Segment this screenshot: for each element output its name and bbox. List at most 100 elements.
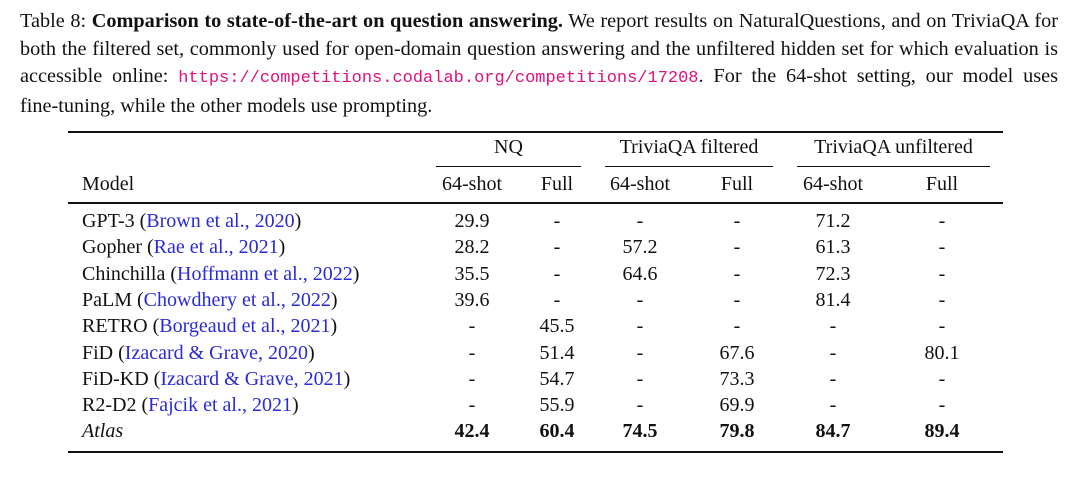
model-name: PaLM (82, 288, 132, 311)
group-underline (605, 166, 773, 167)
table-cell: - (829, 315, 837, 338)
citation-link[interactable]: Fajcik et al., 2021 (148, 394, 292, 417)
table-cell: - (468, 315, 476, 338)
table-cell: - (938, 288, 946, 311)
table-cell: 64.6 (622, 262, 658, 285)
table-cell: - (938, 394, 946, 417)
table-row-model: RETRO (Borgeaud et al., 2021) (82, 315, 338, 338)
table-row-model: PaLM (Chowdhery et al., 2022) (82, 288, 338, 311)
caption-title: Comparison to state-of-the-art on questi… (91, 10, 563, 32)
table-cell: - (733, 262, 741, 285)
table-cell: - (636, 394, 644, 417)
table-cell: 28.2 (454, 236, 490, 259)
table-caption: Table 8: Comparison to state-of-the-art … (20, 8, 1058, 120)
table-row-model: Chinchilla (Hoffmann et al., 2022) (82, 262, 360, 285)
table-cell: - (636, 315, 644, 338)
model-name: GPT-3 (82, 210, 135, 232)
table-cell: - (553, 262, 561, 285)
table-cell: - (733, 210, 741, 232)
table-cell: - (468, 341, 476, 364)
table-cell: - (553, 210, 561, 232)
column-header: Full (540, 173, 574, 195)
caption-url-link[interactable]: https://competitions.codalab.org/competi… (178, 69, 699, 88)
model-header: Model (82, 173, 135, 195)
table-cell: 42.4 (454, 420, 490, 443)
table-cell: 84.7 (815, 420, 851, 443)
column-header: 64-shot (610, 173, 670, 195)
caption-text-end: . For the 64-shot setting, our model use… (20, 65, 1059, 117)
table-row-model: Atlas (82, 420, 123, 443)
citation-link[interactable]: Brown et al., 2020 (146, 210, 295, 232)
group-header: NQ (494, 136, 523, 158)
bottom-rule (68, 451, 1003, 453)
caption-label: Table 8: (20, 10, 87, 32)
table-cell: - (553, 236, 561, 259)
citation-link[interactable]: Borgeaud et al., 2021 (159, 315, 331, 338)
group-header: TriviaQA unfiltered (814, 136, 973, 158)
table-cell: - (733, 236, 741, 259)
citation-link[interactable]: Izacard & Grave, 2020 (124, 341, 309, 364)
group-header: TriviaQA filtered (619, 136, 759, 158)
citation-link[interactable]: Hoffmann et al., 2022 (177, 262, 353, 285)
table-cell: - (829, 341, 837, 364)
table-row-model: FiD-KD (Izacard & Grave, 2021) (82, 367, 351, 390)
table-row-model: FiD (Izacard & Grave, 2020) (82, 341, 315, 364)
model-name: Chinchilla (82, 262, 166, 285)
column-header: 64-shot (803, 173, 863, 195)
table-cell: 45.5 (539, 315, 575, 338)
model-name: FiD-KD (82, 367, 149, 390)
table-cell: - (829, 367, 837, 390)
table-row-model: Gopher (Rae et al., 2021) (82, 236, 286, 259)
column-header: Full (720, 173, 754, 195)
model-name: Gopher (82, 236, 142, 259)
table-cell: - (636, 341, 644, 364)
table-cell: - (636, 367, 644, 390)
table-cell: - (829, 394, 837, 417)
table-cell: 81.4 (815, 288, 851, 311)
citation-link[interactable]: Chowdhery et al., 2022 (143, 288, 331, 311)
table-row-model: GPT-3 (Brown et al., 2020) (82, 210, 302, 232)
group-underline (436, 166, 581, 167)
table-cell: - (938, 367, 946, 390)
model-name: FiD (82, 341, 114, 364)
table-cell: 39.6 (454, 288, 490, 311)
table-cell: - (636, 210, 644, 232)
citation-link[interactable]: Rae et al., 2021 (153, 236, 279, 259)
table-cell: 61.3 (815, 236, 851, 259)
table-cell: 35.5 (454, 262, 490, 285)
table-cell: 79.8 (719, 420, 755, 443)
table-cell: 29.9 (454, 210, 490, 232)
table-cell: - (733, 315, 741, 338)
table-cell: 55.9 (539, 394, 575, 417)
table-cell: 57.2 (622, 236, 658, 259)
citation-link[interactable]: Izacard & Grave, 2021 (160, 367, 344, 390)
table-cell: 60.4 (539, 420, 575, 443)
top-rule (68, 131, 1003, 133)
model-name: R2-D2 (82, 394, 137, 417)
table-cell: 71.2 (815, 210, 851, 232)
table-cell: - (938, 236, 946, 259)
table-row-model: R2-D2 (Fajcik et al., 2021) (82, 394, 299, 417)
table-cell: 51.4 (539, 341, 575, 364)
table-cell: 54.7 (539, 367, 575, 390)
table-cell: 74.5 (622, 420, 658, 443)
table-cell: - (636, 288, 644, 311)
column-header: 64-shot (442, 173, 502, 195)
table-cell: 69.9 (719, 394, 755, 417)
table-cell: 89.4 (924, 420, 960, 443)
table-cell: - (938, 262, 946, 285)
table-cell: - (733, 288, 741, 311)
column-header: Full (925, 173, 959, 195)
caption-text: We report results on NaturalQuestions, a… (20, 10, 1058, 87)
model-name: RETRO (82, 315, 148, 338)
table-cell: - (938, 210, 946, 232)
table-cell: - (938, 315, 946, 338)
table-cell: 67.6 (719, 341, 755, 364)
table-cell: - (468, 367, 476, 390)
header-rule (68, 202, 1003, 204)
table-cell: 80.1 (924, 341, 960, 364)
model-name: Atlas (82, 420, 124, 443)
table-cell: - (553, 288, 561, 311)
table-cell: 72.3 (815, 262, 851, 285)
group-underline (797, 166, 990, 167)
